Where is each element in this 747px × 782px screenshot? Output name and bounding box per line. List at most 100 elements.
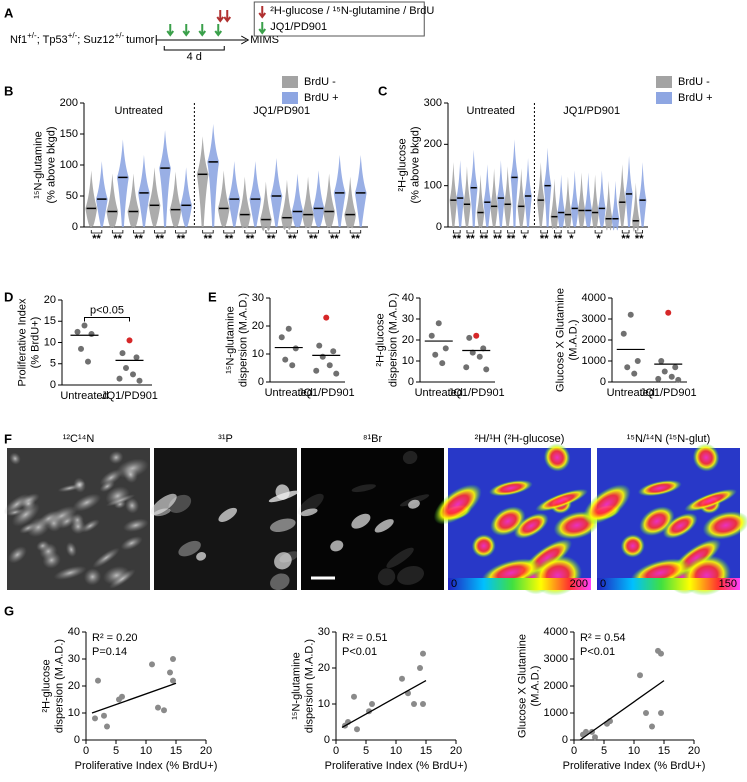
y-tick-label: 100 <box>424 180 442 192</box>
cell <box>46 505 78 526</box>
y-tick-label: 5 <box>50 358 56 370</box>
y-axis-label: dispersion (M.A.D.) <box>54 639 66 733</box>
gene: ; Suz12 <box>77 34 114 46</box>
violin <box>449 162 458 227</box>
violin <box>591 174 599 228</box>
point <box>411 701 417 707</box>
stat-annotation: R² = 0.51 <box>342 632 388 644</box>
significance: ** <box>225 233 234 245</box>
cell <box>178 540 201 557</box>
arrow <box>198 24 207 37</box>
point <box>136 377 143 384</box>
point <box>463 364 470 371</box>
cell <box>684 488 737 512</box>
point <box>658 650 664 657</box>
y-tick-label: 30 <box>252 292 264 304</box>
violin <box>456 160 464 227</box>
y-tick-label: 150 <box>60 128 78 140</box>
cell <box>92 547 120 568</box>
cell <box>582 484 631 525</box>
point <box>123 365 129 371</box>
sig-bracket <box>265 230 277 234</box>
cell <box>408 499 420 509</box>
violin <box>159 130 171 227</box>
stat-annotation: R² = 0.20 <box>92 632 138 644</box>
point <box>170 677 176 684</box>
y-axis-label: (M.A.D.) <box>567 320 579 361</box>
cell <box>620 534 645 558</box>
cell <box>513 512 549 539</box>
significance: ** <box>621 233 630 245</box>
point <box>661 368 668 375</box>
x-tick-label: 15 <box>420 745 432 757</box>
violin <box>570 170 579 227</box>
sig-bracket <box>452 230 461 234</box>
y-tick-label: 40 <box>68 626 80 638</box>
y-axis-label: dispersion (M.A.D.) <box>304 639 316 733</box>
x-tick-label: 0 <box>333 745 339 757</box>
violin <box>344 176 357 229</box>
point <box>627 311 634 318</box>
sig-bracket <box>133 230 145 234</box>
point <box>316 342 323 349</box>
point <box>119 350 126 357</box>
violin <box>557 174 565 228</box>
y-axis-label: dispersion (M.A.D.) <box>388 293 400 387</box>
y-tick-label: 0 <box>600 376 606 388</box>
legend-box <box>253 1 425 37</box>
point <box>74 328 81 335</box>
point <box>78 345 84 352</box>
point <box>333 370 340 377</box>
x-tick-label: Untreated <box>415 387 463 399</box>
y-tick-label: 1000 <box>544 707 568 719</box>
violin <box>638 162 647 227</box>
legend-label: BrdU - <box>678 76 710 88</box>
cell <box>218 507 237 522</box>
cell <box>120 536 143 551</box>
y-tick-label: 10 <box>318 698 330 710</box>
legend-label: BrdU + <box>678 92 713 104</box>
violin <box>180 167 193 227</box>
point <box>665 309 672 316</box>
sig-bracket <box>567 230 576 234</box>
y-tick-label: 20 <box>402 334 414 346</box>
sig-bracket <box>553 230 562 234</box>
violin <box>577 172 586 228</box>
point <box>326 362 333 369</box>
significance: ** <box>92 233 101 245</box>
image <box>582 443 747 596</box>
sig-bracket <box>223 230 235 234</box>
y-axis-label: ²H-glucose <box>397 138 409 191</box>
point <box>637 672 643 679</box>
legend-swatch <box>282 76 298 88</box>
x-axis-label: Proliferative Index (% BrdU+) <box>325 760 468 772</box>
y-axis-label: Glucose X Glutamine <box>554 288 566 392</box>
cell <box>377 568 396 586</box>
point <box>278 334 285 341</box>
y-axis-label: (% above bkgd) <box>410 126 422 203</box>
x-tick-label: 10 <box>628 745 640 757</box>
group-label: JQ1/PD901 <box>563 105 620 117</box>
cell <box>275 484 290 500</box>
point <box>420 701 426 707</box>
significance: * <box>569 233 574 245</box>
stat-annotation: P<0.01 <box>580 646 615 658</box>
violin <box>291 173 304 228</box>
significance: ** <box>466 233 475 245</box>
violin <box>127 173 140 228</box>
point <box>592 734 598 741</box>
violin <box>497 160 505 227</box>
violin <box>476 174 485 228</box>
sig-bracket <box>480 230 488 234</box>
cell <box>274 552 292 570</box>
point <box>420 650 426 657</box>
x-axis-label: Proliferative Index (% BrdU+) <box>75 760 218 772</box>
x-tick-label: 0 <box>571 745 577 757</box>
cell <box>351 513 371 529</box>
image-label: ⁸¹Br <box>363 433 383 445</box>
violin <box>138 154 150 227</box>
image-label: ¹²C¹⁴N <box>63 433 95 445</box>
violin <box>323 173 336 228</box>
cell <box>702 511 747 540</box>
